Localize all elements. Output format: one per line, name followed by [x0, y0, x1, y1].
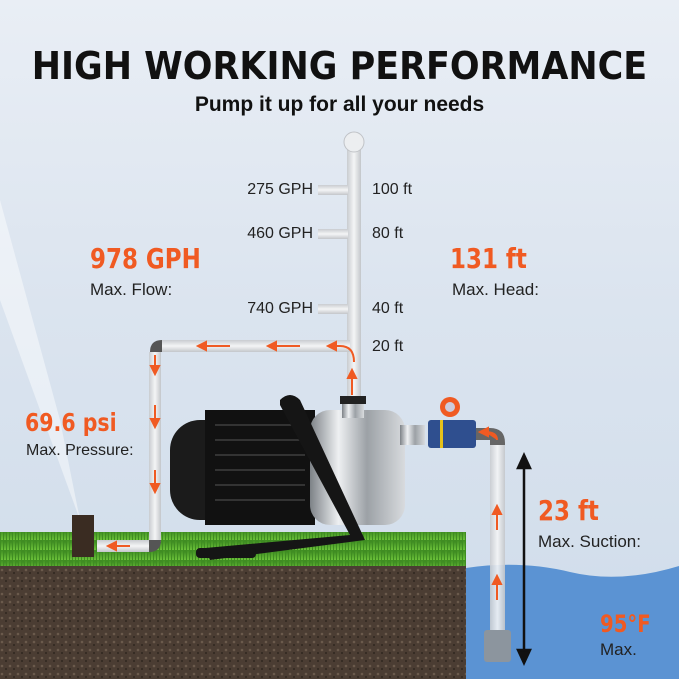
sprinkler	[72, 515, 94, 557]
flow-label-1: 275 GPH	[247, 181, 313, 198]
max-pressure-label: Max. Pressure:	[26, 442, 134, 459]
max-flow-label: Max. Flow:	[90, 280, 173, 299]
max-suction-value: 23 ft	[538, 494, 599, 527]
max-head-value: 131 ft	[450, 242, 527, 275]
vertical-pipe	[347, 148, 361, 403]
horizontal-pipe	[160, 340, 350, 352]
flow-label-2: 460 GPH	[247, 225, 313, 242]
max-pressure-value: 69.6 psi	[25, 408, 117, 437]
flow-label-3: 740 GPH	[247, 300, 313, 317]
height-label-3: 40 ft	[372, 300, 404, 317]
pipe-ball	[343, 131, 365, 153]
soil	[0, 562, 466, 679]
suction-height-arrow	[516, 452, 532, 666]
pump	[170, 395, 425, 560]
max-temperature-value: 95°F	[600, 610, 651, 638]
water-spray	[0, 200, 80, 520]
foot-valve	[484, 630, 511, 662]
page-subtitle: Pump it up for all your needs	[194, 93, 485, 116]
suction-pipe	[490, 445, 505, 635]
down-pipe	[149, 352, 161, 542]
max-flow-value: 978 GPH	[90, 242, 201, 275]
height-label-2: 80 ft	[372, 225, 404, 242]
height-label-1: 100 ft	[372, 181, 413, 198]
page-title: HIGH WORKING PERFORMANCE	[31, 44, 648, 88]
height-label-4: 20 ft	[372, 338, 404, 355]
max-head-label: Max. Head:	[452, 280, 539, 299]
max-suction-label: Max. Suction:	[538, 532, 641, 551]
valve	[428, 420, 476, 448]
max-temperature-label: Max.	[600, 640, 637, 659]
